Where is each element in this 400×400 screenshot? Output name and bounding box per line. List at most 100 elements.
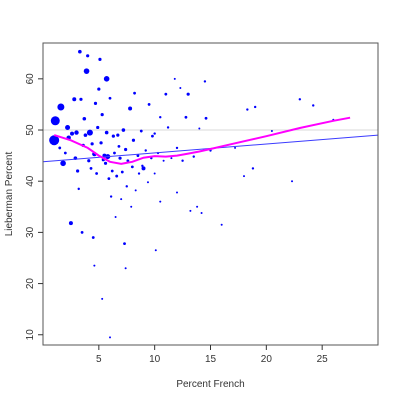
data-point bbox=[70, 131, 75, 136]
data-point bbox=[253, 105, 257, 109]
data-point bbox=[298, 98, 302, 101]
data-point bbox=[93, 264, 96, 267]
x-axis: 5 10 15 20 25 bbox=[96, 345, 328, 365]
data-point bbox=[123, 242, 126, 246]
data-point bbox=[68, 221, 73, 226]
data-point bbox=[234, 146, 237, 149]
data-point bbox=[91, 236, 95, 239]
points-layer bbox=[49, 49, 335, 339]
data-point bbox=[86, 54, 90, 58]
data-point bbox=[153, 172, 156, 175]
data-point bbox=[146, 181, 149, 184]
data-point bbox=[95, 172, 98, 175]
data-point bbox=[108, 96, 112, 100]
data-point bbox=[90, 142, 94, 146]
y-tick-label: 50 bbox=[25, 124, 36, 136]
data-point bbox=[49, 135, 60, 146]
x-tick-label: 20 bbox=[261, 354, 273, 365]
data-point bbox=[60, 160, 66, 167]
data-point bbox=[118, 156, 122, 160]
data-point bbox=[72, 97, 77, 102]
data-point bbox=[107, 177, 111, 181]
data-point bbox=[246, 108, 249, 111]
data-point bbox=[186, 92, 190, 96]
data-point bbox=[133, 91, 136, 95]
data-point bbox=[198, 127, 201, 130]
data-point bbox=[153, 132, 156, 135]
data-point bbox=[159, 200, 162, 203]
data-point bbox=[111, 134, 115, 138]
data-point bbox=[93, 101, 98, 105]
data-point bbox=[204, 116, 208, 120]
x-tick-label: 10 bbox=[149, 354, 161, 365]
data-point bbox=[124, 147, 128, 152]
data-point bbox=[97, 87, 101, 91]
data-point bbox=[291, 180, 294, 183]
data-point bbox=[179, 87, 182, 90]
data-point bbox=[76, 169, 80, 173]
data-point bbox=[78, 49, 82, 54]
data-point bbox=[89, 167, 93, 170]
data-point bbox=[98, 57, 102, 61]
data-point bbox=[181, 159, 184, 162]
data-point bbox=[130, 165, 134, 169]
data-point bbox=[77, 187, 80, 191]
data-point bbox=[109, 336, 111, 339]
data-point bbox=[58, 146, 62, 150]
data-point bbox=[251, 167, 255, 170]
data-point bbox=[101, 297, 104, 300]
data-point bbox=[103, 76, 110, 82]
y-tick-label: 30 bbox=[25, 226, 36, 238]
data-point bbox=[115, 174, 119, 178]
data-point bbox=[117, 144, 121, 148]
data-point bbox=[128, 106, 133, 111]
x-tick-label: 5 bbox=[96, 354, 102, 365]
data-point bbox=[87, 159, 91, 163]
data-point bbox=[173, 77, 176, 80]
data-point bbox=[270, 130, 273, 133]
data-point bbox=[80, 230, 84, 234]
y-axis-title: Lieberman Percent bbox=[4, 152, 15, 237]
data-point bbox=[116, 133, 120, 137]
data-point bbox=[96, 125, 100, 130]
data-point bbox=[86, 129, 93, 136]
data-point bbox=[83, 68, 90, 74]
data-point bbox=[113, 151, 116, 155]
x-tick-label: 25 bbox=[317, 354, 329, 365]
data-point bbox=[103, 161, 108, 165]
data-point bbox=[243, 175, 245, 178]
data-point bbox=[83, 133, 88, 137]
data-point bbox=[184, 115, 188, 119]
data-point bbox=[312, 104, 315, 107]
data-point bbox=[154, 249, 157, 252]
data-point bbox=[120, 198, 123, 201]
plot-frame bbox=[42, 42, 379, 346]
data-point bbox=[63, 151, 67, 155]
data-point bbox=[74, 130, 79, 135]
data-point bbox=[114, 216, 117, 219]
data-point bbox=[65, 124, 71, 130]
data-point bbox=[220, 223, 223, 226]
data-point bbox=[175, 146, 179, 150]
y-axis: 10 20 30 40 50 60 bbox=[25, 73, 43, 340]
data-point bbox=[151, 134, 154, 138]
y-tick-label: 20 bbox=[25, 278, 36, 290]
data-point bbox=[141, 166, 146, 171]
data-point bbox=[136, 154, 140, 158]
data-point bbox=[50, 116, 60, 126]
y-tick-label: 40 bbox=[25, 175, 36, 187]
data-point bbox=[162, 159, 165, 162]
data-point bbox=[200, 211, 203, 214]
data-point bbox=[131, 138, 136, 142]
x-axis-title: Percent French bbox=[176, 379, 244, 390]
data-point bbox=[203, 80, 207, 83]
y-tick-label: 60 bbox=[25, 73, 36, 85]
data-point bbox=[137, 172, 141, 175]
data-point bbox=[159, 116, 162, 119]
data-point bbox=[79, 97, 83, 101]
data-point bbox=[176, 191, 178, 194]
data-point bbox=[124, 267, 127, 270]
data-point bbox=[196, 205, 199, 208]
data-point bbox=[189, 209, 192, 212]
